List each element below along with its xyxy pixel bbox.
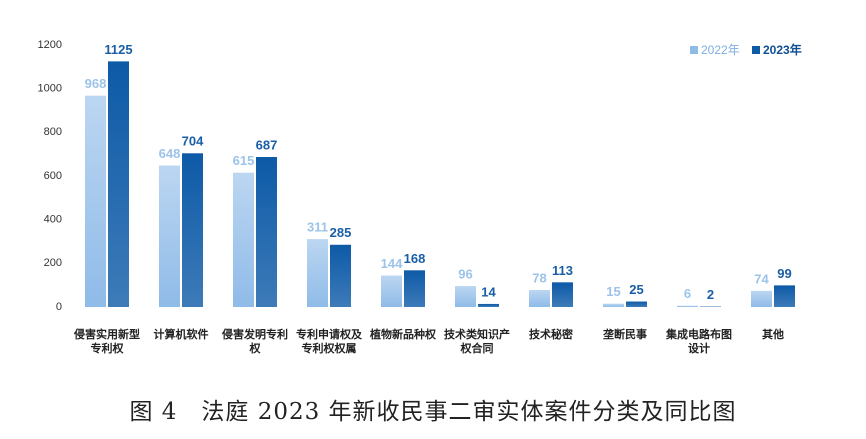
bar (404, 270, 425, 307)
legend-swatch (752, 46, 760, 54)
y-tick-label: 1000 (38, 83, 62, 95)
x-tick-label: 技术秘密 (529, 329, 573, 341)
bar (182, 153, 203, 307)
legend-label: 2023年 (763, 42, 802, 57)
bar (529, 289, 550, 307)
y-tick-label: 0 (56, 301, 62, 313)
value-label: 15 (606, 284, 620, 299)
y-tick-label: 1200 (38, 39, 62, 51)
value-label: 2 (707, 287, 714, 302)
x-tick-label: 集成电路布图设计 (666, 329, 732, 355)
value-label: 78 (532, 270, 546, 285)
x-tick-label: 其他 (762, 329, 784, 341)
bar (626, 301, 647, 307)
bar (677, 305, 698, 307)
value-label: 74 (754, 271, 769, 286)
y-tick-label: 800 (44, 126, 62, 138)
bar (603, 303, 624, 307)
value-label: 25 (629, 282, 643, 297)
bar (330, 244, 351, 307)
legend-swatch (690, 46, 698, 54)
value-label: 168 (404, 251, 426, 266)
value-label: 96 (458, 266, 472, 281)
bar (108, 61, 129, 307)
y-tick-label: 600 (44, 170, 62, 182)
bar (774, 285, 795, 307)
x-tick-label: 垄断民事 (603, 329, 647, 341)
bar (307, 239, 328, 307)
bar (159, 165, 180, 307)
value-label: 99 (777, 266, 791, 281)
chart-title: 图 4 法庭 2023 年新收民事二审实体案件分类及同比图 (129, 399, 737, 425)
x-tick-label: 专利申请权及专利权权属 (296, 329, 362, 355)
value-label: 6 (684, 286, 691, 301)
value-label: 144 (381, 256, 403, 271)
value-label: 687 (256, 137, 278, 152)
bar (751, 290, 772, 307)
value-label: 704 (182, 134, 204, 149)
x-tick-label: 侵害发明专利权 (222, 329, 288, 355)
bar (85, 95, 106, 307)
value-label: 1125 (104, 42, 132, 57)
value-label: 615 (233, 153, 255, 168)
x-tick-label: 植物新品种权 (370, 329, 436, 341)
value-label: 14 (481, 284, 496, 299)
x-tick-label: 技术类知识产权合同 (444, 329, 510, 355)
legend-label: 2022年 (701, 43, 740, 57)
bar (256, 157, 277, 307)
bar (381, 275, 402, 307)
bar (478, 303, 499, 307)
y-tick-label: 200 (44, 257, 62, 269)
bar (233, 172, 254, 307)
chart: 0 200 400 600 800 1000 1200 2022年 2023年 968 1125 64… (38, 39, 802, 313)
value-label: 968 (85, 76, 107, 91)
x-tick-label: 侵害实用新型专利权 (74, 329, 140, 355)
y-tick-label: 400 (44, 214, 62, 226)
value-label: 285 (330, 225, 352, 240)
value-label: 311 (307, 220, 328, 235)
value-label: 113 (552, 263, 573, 278)
bar (552, 282, 573, 307)
bar (455, 286, 476, 307)
x-tick-label: 计算机软件 (153, 329, 209, 341)
value-label: 648 (159, 146, 181, 161)
